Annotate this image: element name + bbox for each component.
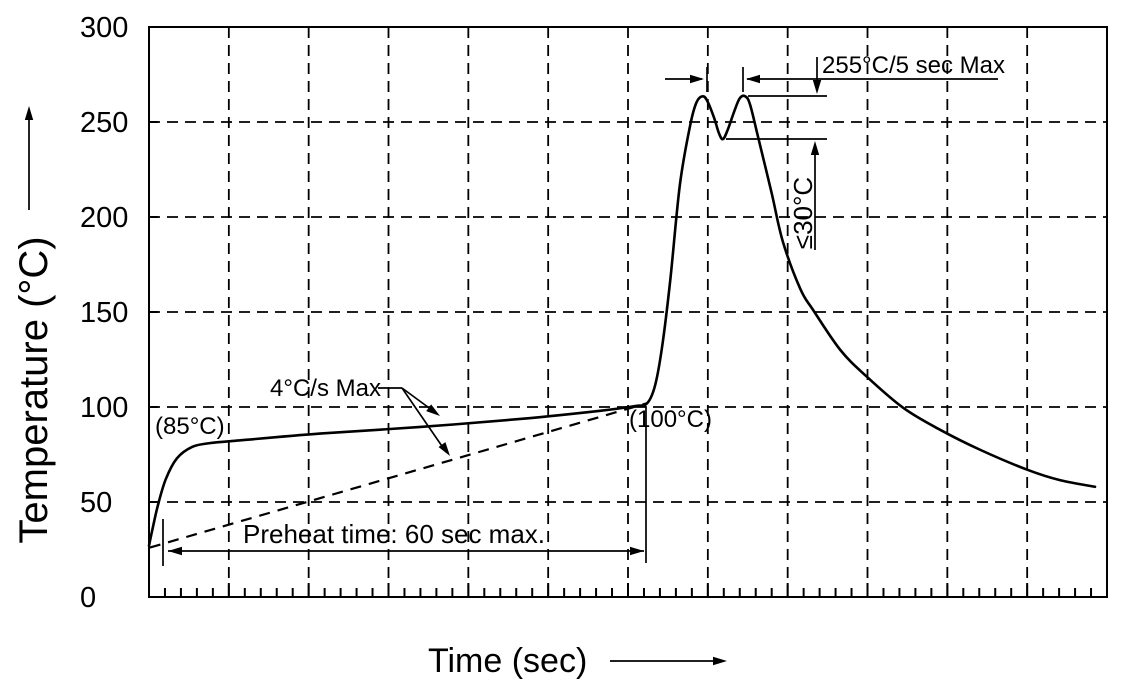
annotation-85c: (85°C) bbox=[155, 413, 225, 440]
ramp-leader-2 bbox=[401, 387, 447, 453]
peak-arrow-right-icon bbox=[690, 74, 704, 84]
y-axis-arrow-icon bbox=[24, 106, 34, 120]
peak-drop-arrow-icon bbox=[812, 80, 822, 94]
peak-arrow-left-icon bbox=[746, 74, 760, 84]
y-tick-label-300: 300 bbox=[80, 12, 128, 44]
y-axis-title: Temperature (°C) bbox=[12, 236, 56, 543]
y-tick-label-150: 150 bbox=[80, 297, 128, 329]
x-axis-arrow-icon bbox=[713, 656, 727, 666]
plot-border bbox=[148, 26, 1108, 598]
annotation-preheat-time: Preheat time: 60 sec max. bbox=[243, 519, 545, 549]
preheat-arrow-right-icon bbox=[630, 546, 644, 556]
max-ramp-reference bbox=[149, 402, 648, 549]
x-axis-title: Time (sec) bbox=[428, 642, 587, 680]
solder-reflow-profile bbox=[147, 94, 1097, 547]
annotation-100c: (100°C) bbox=[629, 406, 712, 433]
annotation-lines bbox=[24, 57, 998, 666]
preheat-arrow-left-icon bbox=[168, 546, 182, 556]
annotation-peak-delta: ≤30°C bbox=[788, 177, 818, 249]
y-tick-label-200: 200 bbox=[80, 202, 128, 234]
gridlines bbox=[149, 27, 1107, 597]
y-tick-label-50: 50 bbox=[80, 487, 112, 519]
y-tick-label-250: 250 bbox=[80, 107, 128, 139]
profile-curves bbox=[147, 94, 1097, 549]
ramp-leader-arrow-icon bbox=[438, 442, 450, 456]
ramp-leader-arrow-icon bbox=[426, 404, 440, 416]
annotation-peak-spec: 255°C/5 sec Max bbox=[822, 52, 1005, 79]
y-tick-label-0: 0 bbox=[80, 582, 96, 614]
delta-arrow-up-icon bbox=[810, 141, 820, 155]
annotation-ramp-rate: 4°C/s Max bbox=[270, 375, 381, 402]
axis-ticks bbox=[149, 121, 1093, 597]
y-tick-label-100: 100 bbox=[80, 392, 128, 424]
